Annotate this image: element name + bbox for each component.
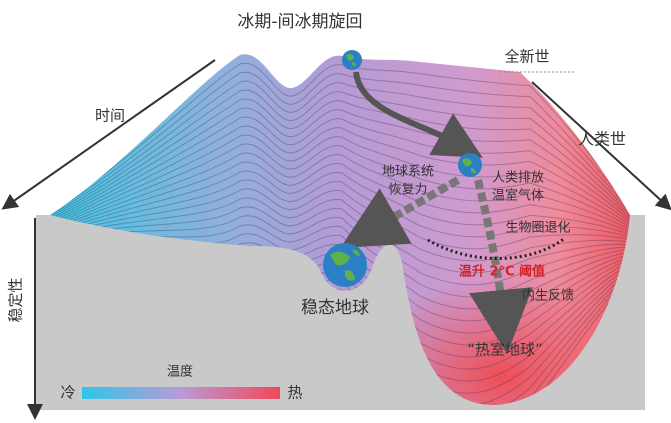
label: 人类排放 [492,171,544,186]
contour-line [50,170,630,239]
label: 人类世 [578,130,626,149]
contour-line [50,62,630,218]
legend-bar [82,387,280,399]
contour-line [50,179,630,241]
anthropocene-arrow [531,81,671,211]
time-arrow [1,59,216,210]
label: 生物圈退化 [505,221,570,236]
label: 内生反馈 [522,288,574,304]
contour-line [50,89,630,223]
label: 恢复力 [388,183,427,198]
contour-line [50,143,630,234]
label: 稳定性 [7,277,25,322]
title: 冰期-间冰期旋回 [237,12,362,32]
globe [323,243,367,287]
path-arrow [353,71,483,158]
contour-line [50,107,630,227]
legend-title: 温度 [167,364,193,380]
globe [342,50,362,70]
label: 温室气体 [492,188,544,204]
contour-line [50,161,630,238]
label: 温升 2°C 阈值 [459,264,545,280]
label: 地球系统 [382,165,434,180]
contour-line [50,71,630,220]
hothouse-arrow [469,179,533,354]
resilience-arrow [340,176,461,249]
contour-line [50,125,630,230]
contour-line [50,152,630,236]
label: 稳态地球 [301,298,369,318]
globe [458,153,482,177]
label: 全新世 [504,48,549,66]
legend-label: 冷 [60,384,75,402]
contour-line [50,80,630,221]
legend-label: 热 [287,384,302,402]
contour-line [50,134,630,232]
contour-line [50,98,630,225]
label: 时间 [95,107,125,125]
label: “热室地球” [467,341,543,359]
contour-line [50,116,630,229]
